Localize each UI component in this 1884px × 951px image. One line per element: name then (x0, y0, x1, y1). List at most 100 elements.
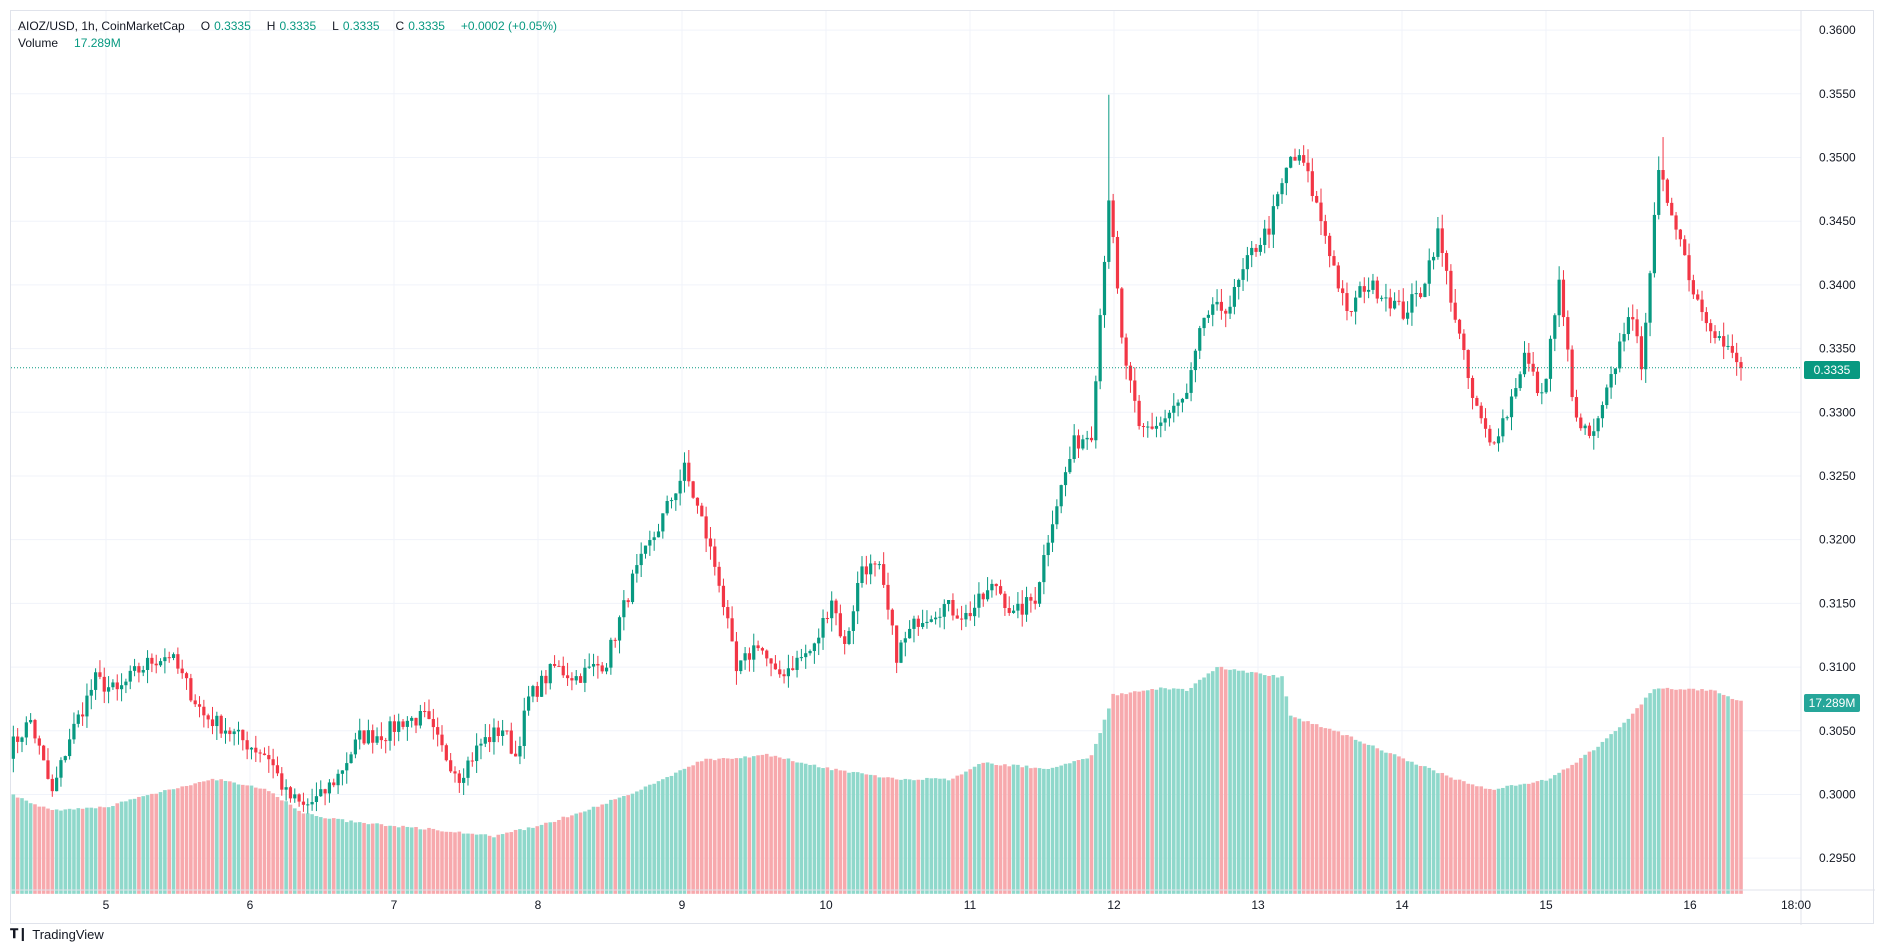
volume-bar (1310, 723, 1315, 894)
candle-body (29, 719, 33, 723)
volume-bar (154, 793, 159, 894)
volume-bar (535, 826, 540, 894)
candle-body (1107, 200, 1111, 262)
volume-bar (206, 780, 210, 894)
candle-body (1198, 328, 1202, 351)
candle-body (228, 730, 232, 735)
volume-bar (1578, 758, 1583, 894)
volume-bar (1643, 697, 1648, 894)
candle-body (189, 678, 193, 701)
candle-body (557, 665, 561, 667)
price-chart[interactable]: 0.2950 0.3000 0.3050 0.3100 0.3150 0.3200 0.32… (11, 11, 1875, 925)
volume-bar (1375, 748, 1380, 894)
candle-body (1470, 377, 1475, 398)
candle-body (197, 704, 202, 707)
volume-bar (1055, 766, 1059, 894)
volume-bar (630, 793, 635, 894)
volume-bar (1669, 689, 1674, 894)
candle-body (1267, 228, 1271, 235)
candle-body (626, 600, 630, 603)
volume-bar (1726, 696, 1730, 894)
candle-body (423, 711, 427, 713)
volume-bar (1591, 750, 1596, 894)
volume-bar (305, 813, 310, 894)
volume-bar (725, 758, 730, 894)
volume-bar (327, 818, 332, 894)
candle-body (1202, 317, 1206, 329)
time-tick-label: 6 (247, 898, 254, 912)
volume-bar (1180, 688, 1185, 894)
candle-body (713, 546, 717, 567)
candle-body (804, 653, 808, 658)
candle-body (94, 672, 98, 690)
volume-bar (1215, 667, 1219, 894)
candle-body (449, 760, 453, 772)
volume-bar (955, 775, 960, 894)
candle-body (1444, 253, 1449, 271)
candle-body (756, 645, 760, 649)
volume-bar (1124, 694, 1128, 894)
volume-bar (933, 778, 938, 894)
volume-bar (1617, 727, 1622, 894)
candle-body (648, 540, 652, 546)
candle-body (171, 654, 176, 658)
candle-body (158, 661, 163, 666)
candle-body (1691, 280, 1695, 295)
candle-body (1405, 312, 1410, 319)
volume-label[interactable]: Volume (18, 36, 59, 50)
volume-bar (288, 804, 293, 894)
candle-body (1557, 279, 1561, 316)
candle-body (505, 730, 509, 732)
tradingview-logo[interactable]: 𝐓❙ TradingView (10, 925, 104, 943)
price-axis[interactable]: 0.2950 0.3000 0.3050 0.3100 0.3150 0.3200 0.32… (1819, 23, 1856, 865)
volume-bar (1353, 739, 1358, 894)
volume-bar (639, 789, 643, 894)
candle-body (475, 745, 479, 762)
candle-body (1375, 280, 1379, 299)
candle-body (223, 730, 228, 734)
candle-body (639, 553, 643, 566)
volume-bar (418, 829, 423, 894)
chart-frame[interactable]: 0.2950 0.3000 0.3050 0.3100 0.3150 0.3200 0.32… (10, 10, 1875, 925)
volume-bar (89, 807, 94, 894)
volume-bar (1462, 781, 1466, 894)
candle-body (1228, 306, 1232, 314)
volume-bar (1206, 673, 1211, 894)
candle-body (1029, 597, 1033, 601)
candle-body (1670, 202, 1674, 216)
volume-bar (1708, 689, 1713, 894)
volume-bar (990, 763, 994, 894)
volume-bar (890, 777, 895, 894)
time-axis[interactable]: 5 6 7 8 9 10 11 12 13 14 15 16 18:00 (103, 898, 1812, 912)
high-label: H (266, 19, 276, 33)
time-tick-label: 12 (1107, 898, 1121, 912)
volume-bar (1418, 765, 1423, 894)
candle-body (68, 739, 72, 757)
volume-bar (1288, 715, 1293, 894)
volume-bar (11, 794, 16, 894)
candle-body (1713, 331, 1717, 339)
volume-bar (357, 822, 362, 894)
volume-bar (427, 827, 431, 894)
candle-body (1501, 418, 1505, 437)
candle-body (1683, 239, 1687, 256)
volume-bar (1271, 674, 1276, 894)
volume-bar (855, 772, 860, 894)
candle-body (301, 801, 306, 805)
volume-bar (85, 807, 89, 894)
volume-bar (1236, 670, 1241, 894)
candle-body (1505, 417, 1509, 419)
volume-bar (1163, 688, 1167, 894)
volume-bar (704, 758, 708, 894)
volume-bar (409, 827, 414, 894)
volume-bar (1483, 788, 1488, 894)
volume-bar (271, 793, 275, 894)
candle-body (202, 706, 206, 716)
volume-bar (1648, 693, 1652, 894)
candle-body (635, 565, 639, 574)
volume-bar (1267, 675, 1271, 894)
volume-bar (842, 770, 847, 894)
symbol-title[interactable]: AIOZ/USD, 1h, CoinMarketCap (18, 19, 185, 33)
candle-body (1193, 350, 1198, 371)
volume-bar (1392, 754, 1397, 894)
